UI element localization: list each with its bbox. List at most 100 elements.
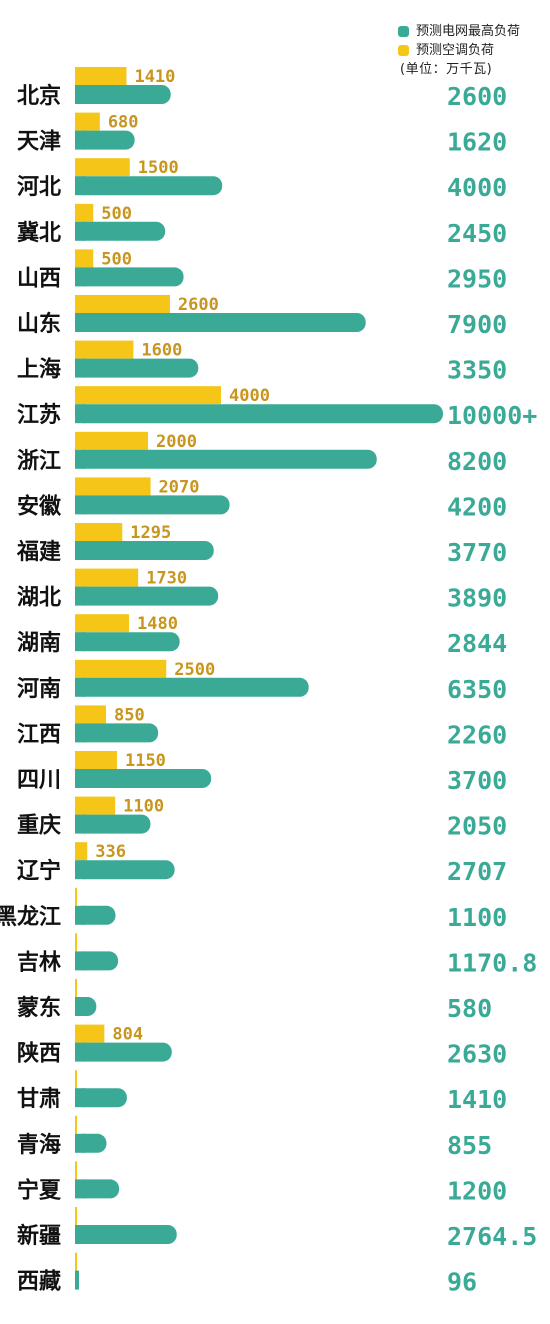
- ac-load-label: 1150: [125, 751, 166, 771]
- ac-load-bar: [75, 431, 148, 450]
- ac-load-bar: [75, 659, 167, 678]
- ac-load-bar: [75, 523, 123, 541]
- peak-load-bar-base: [75, 677, 85, 697]
- ac-load-bar: [75, 887, 77, 906]
- ac-load-bar: [75, 1070, 77, 1089]
- peak-load-label: 580: [447, 994, 492, 1023]
- peak-load-bar-base: [75, 221, 85, 241]
- peak-load-bar-base: [75, 1179, 85, 1199]
- peak-load-label: 855: [447, 1131, 492, 1160]
- ac-load-label: 804: [112, 1025, 143, 1045]
- ac-load-bar: [75, 796, 116, 815]
- ac-load-label: 1480: [137, 614, 178, 634]
- ac-load-bar: [75, 705, 107, 724]
- province-label: 陕西: [17, 1042, 61, 1067]
- peak-load-bar: [75, 449, 377, 469]
- peak-load-bar-base: [75, 358, 85, 378]
- peak-load-bar-base: [75, 1088, 85, 1108]
- legend-swatch-ac: [398, 45, 409, 56]
- peak-load-bar-base: [75, 1270, 79, 1290]
- ac-load-bar: [75, 1161, 77, 1180]
- peak-load-label: 2600: [447, 82, 507, 111]
- peak-load-label: 2260: [447, 720, 507, 749]
- peak-load-label: 2764.5: [447, 1222, 537, 1251]
- ac-load-bar: [75, 842, 88, 861]
- peak-load-label: 1170.8: [447, 948, 537, 977]
- peak-load-bar: [75, 313, 366, 332]
- legend: 预测电网最高负荷 预测空调负荷 (单位：万千瓦): [398, 22, 520, 79]
- province-label: 江西: [17, 722, 61, 747]
- peak-load-label: 1100: [447, 903, 507, 932]
- legend-item-peak: 预测电网最高负荷: [398, 22, 520, 41]
- province-label: 重庆: [17, 813, 61, 839]
- province-label: 蒙东: [17, 995, 61, 1021]
- legend-label-ac: 预测空调负荷: [416, 43, 495, 58]
- peak-load-bar: [75, 951, 119, 971]
- peak-load-bar-base: [75, 1225, 85, 1244]
- ac-load-bar: [75, 568, 139, 587]
- peak-load-bar: [75, 769, 212, 788]
- peak-load-bar: [75, 85, 171, 104]
- ac-load-bar: [75, 295, 170, 313]
- province-label: 辽宁: [17, 858, 61, 884]
- ac-load-label: 1410: [134, 67, 175, 87]
- peak-load-label: 2844: [447, 629, 507, 658]
- legend-swatch-peak: [398, 26, 409, 37]
- ac-load-label: 2000: [156, 432, 197, 452]
- peak-load-bar-base: [75, 997, 85, 1016]
- ac-load-bar: [75, 1252, 77, 1271]
- ac-load-label: 2070: [159, 477, 200, 497]
- ac-load-label: 680: [108, 113, 139, 133]
- legend-label-peak: 预测电网最高负荷: [416, 24, 521, 39]
- peak-load-bar-base: [75, 723, 85, 743]
- province-label: 湖南: [17, 631, 61, 656]
- peak-load-bar: [75, 586, 219, 606]
- peak-load-bar-base: [75, 176, 85, 196]
- province-label: 天津: [17, 129, 61, 155]
- peak-load-bar-base: [75, 905, 85, 925]
- ac-load-label: 1500: [138, 158, 179, 178]
- province-label: 江苏: [17, 402, 61, 428]
- ac-load-bar: [75, 340, 134, 359]
- peak-load-bar: [75, 860, 175, 880]
- province-label: 山东: [17, 311, 61, 337]
- peak-load-bar-base: [75, 267, 85, 287]
- peak-load-bar: [75, 541, 214, 560]
- ac-load-bar: [75, 203, 94, 222]
- peak-load-bar-base: [75, 541, 85, 560]
- ac-load-bar: [75, 477, 151, 496]
- peak-load-label: 3700: [447, 766, 507, 795]
- peak-load-label: 2630: [447, 1040, 507, 1069]
- peak-load-bar-base: [75, 404, 85, 424]
- peak-load-bar: [75, 221, 166, 241]
- province-label: 北京: [17, 83, 61, 109]
- province-label: 青海: [17, 1132, 61, 1158]
- peak-load-label: 4200: [447, 492, 507, 521]
- peak-load-bar: [75, 358, 199, 378]
- ac-load-bar: [75, 979, 77, 997]
- peak-load-label: 1200: [447, 1176, 507, 1205]
- province-label: 浙江: [17, 449, 61, 474]
- ac-load-bar: [75, 1115, 77, 1134]
- peak-load-bar-base: [75, 1133, 85, 1153]
- peak-load-label: 7900: [447, 310, 507, 339]
- peak-load-bar: [75, 1225, 177, 1244]
- ac-load-bar: [75, 751, 117, 769]
- peak-load-label: 2050: [447, 812, 507, 841]
- province-label: 河南: [17, 677, 61, 702]
- legend-item-ac: 预测空调负荷: [398, 41, 520, 60]
- peak-load-label: 8200: [447, 447, 507, 476]
- ac-load-label: 336: [95, 842, 126, 862]
- peak-load-bar: [75, 130, 135, 150]
- peak-load-bar: [75, 267, 184, 287]
- peak-load-label: 96: [447, 1268, 477, 1297]
- ac-load-label: 500: [101, 204, 132, 224]
- peak-load-label: 3890: [447, 584, 507, 613]
- peak-load-bar: [75, 632, 180, 652]
- ac-load-label: 2500: [174, 660, 215, 680]
- peak-load-bar-base: [75, 85, 85, 104]
- ac-load-bar: [75, 614, 130, 633]
- peak-load-label: 1410: [447, 1085, 507, 1114]
- ac-load-bar: [75, 249, 94, 268]
